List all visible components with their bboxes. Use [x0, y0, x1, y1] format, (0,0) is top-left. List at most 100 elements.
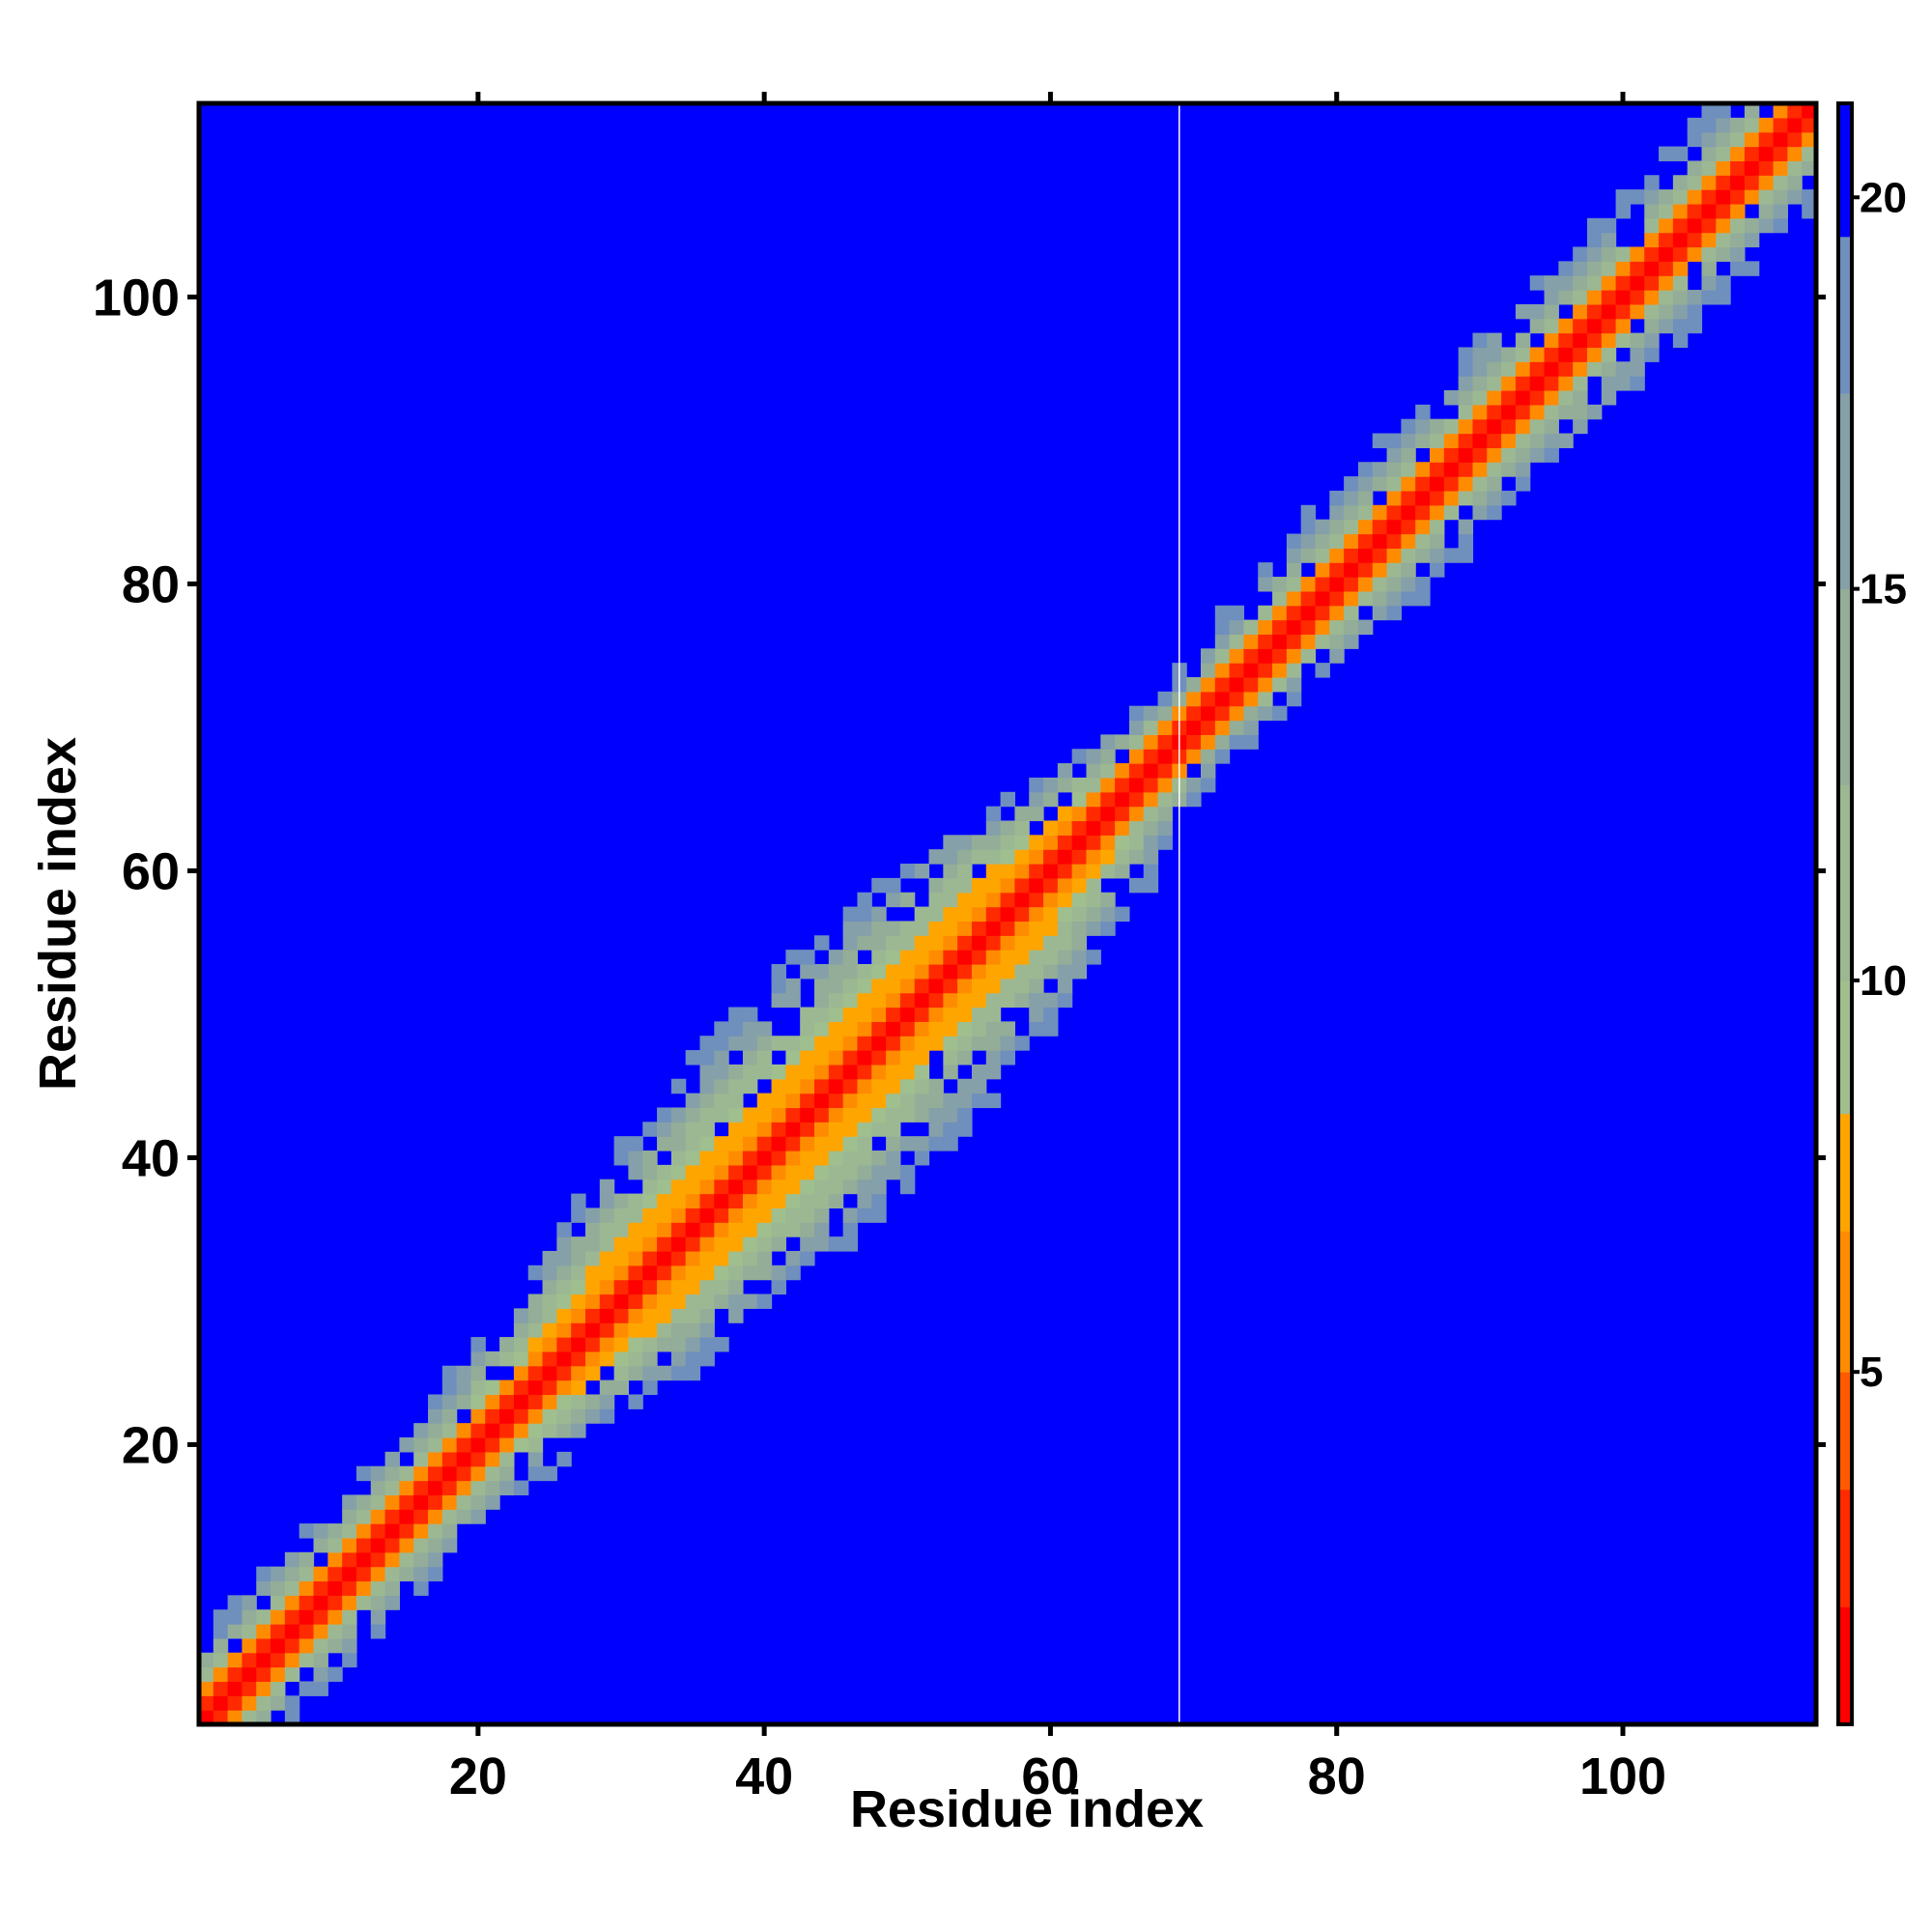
heatmap-cell [914, 921, 930, 936]
heatmap-cell [943, 892, 958, 908]
heatmap-cell [384, 1523, 400, 1539]
heatmap-cell [1529, 376, 1546, 391]
heatmap-cell [1716, 232, 1731, 248]
heatmap-cell [1558, 361, 1574, 377]
heatmap-cell [670, 1293, 687, 1309]
heatmap-cell [342, 1624, 357, 1639]
heatmap-cell [1529, 303, 1546, 320]
heatmap-cell [1000, 921, 1015, 936]
heatmap-cell [571, 1337, 586, 1352]
heatmap-cell [800, 1021, 815, 1037]
heatmap-cell [1057, 777, 1073, 793]
heatmap-cell [699, 1036, 715, 1051]
heatmap-cell [1043, 906, 1059, 923]
heatmap-cell [943, 935, 958, 951]
heatmap-cell [1586, 332, 1603, 349]
heatmap-cell [1229, 734, 1245, 750]
heatmap-cell [1601, 318, 1617, 334]
heatmap-cell [742, 1021, 758, 1037]
heatmap-cell [657, 1279, 672, 1295]
heatmap-cell [242, 1652, 257, 1668]
heatmap-cell [1115, 906, 1130, 923]
heatmap-cell [1501, 404, 1517, 420]
heatmap-cell [1329, 562, 1345, 578]
heatmap-cell [857, 1050, 872, 1065]
heatmap-cell [1529, 389, 1546, 406]
heatmap-cell [242, 1624, 257, 1639]
heatmap-cell [943, 978, 958, 994]
heatmap-cell [284, 1624, 300, 1639]
heatmap-cell [1357, 548, 1374, 563]
heatmap-cell [871, 1107, 887, 1122]
heatmap-cell [914, 1007, 930, 1022]
heatmap-cell [384, 1480, 400, 1496]
heatmap-cell [699, 1136, 715, 1151]
heatmap-cell [1501, 347, 1517, 362]
heatmap-cell [613, 1308, 630, 1323]
heatmap-cell [1071, 877, 1088, 894]
heatmap-cell [1000, 864, 1015, 879]
colorbar-band [1838, 103, 1852, 238]
heatmap-cell [1272, 705, 1288, 722]
heatmap-cell [670, 1337, 687, 1352]
heatmap-cell [1687, 246, 1703, 262]
heatmap-cell [828, 1093, 844, 1109]
heatmap-cell [599, 1264, 615, 1281]
heatmap-cell [742, 1208, 758, 1223]
heatmap-cell [270, 1695, 286, 1711]
heatmap-cell [899, 963, 916, 980]
heatmap-cell [943, 1122, 958, 1137]
heatmap-cell [728, 1151, 744, 1166]
heatmap-cell [1100, 763, 1116, 779]
heatmap-cell [943, 1093, 958, 1109]
heatmap-cell [886, 1107, 901, 1122]
heatmap-cell [1300, 548, 1317, 563]
heatmap-cell [1344, 619, 1359, 636]
heatmap-cell [899, 1078, 916, 1094]
heatmap-cell [886, 921, 901, 936]
heatmap-cell [642, 1308, 658, 1323]
heatmap-cell [842, 992, 859, 1009]
colorbar-band [1838, 1113, 1852, 1232]
heatmap-cell [270, 1566, 286, 1582]
heatmap-cell [1430, 462, 1445, 477]
heatmap-cell [871, 950, 887, 965]
heatmap-cell [728, 1308, 744, 1323]
heatmap-cell [785, 1050, 801, 1065]
heatmap-cell [886, 978, 901, 994]
heatmap-cell [599, 1308, 615, 1323]
heatmap-cell [1443, 462, 1460, 477]
heatmap-cell [1644, 232, 1660, 248]
heatmap-cell [800, 1193, 815, 1209]
heatmap-cell [742, 1050, 758, 1065]
heatmap-cell [1071, 963, 1088, 980]
heatmap-cell [1558, 290, 1574, 305]
heatmap-cell [1773, 203, 1788, 219]
heatmap-cell [327, 1537, 343, 1553]
heatmap-cell [1128, 720, 1145, 735]
x-tick-label: 100 [1579, 1747, 1666, 1805]
heatmap-cell [1386, 519, 1402, 535]
heatmap-cell [298, 1652, 315, 1668]
heatmap-cell [857, 1193, 872, 1209]
heatmap-cell [728, 1179, 744, 1195]
heatmap-cell [1458, 347, 1474, 362]
heatmap-cell [342, 1537, 357, 1553]
heatmap-cell [1286, 590, 1302, 607]
heatmap-cell [542, 1350, 557, 1367]
heatmap-cell [1000, 849, 1015, 865]
heatmap-cell [571, 1293, 586, 1309]
heatmap-cell [800, 1064, 815, 1080]
heatmap-cell [1672, 261, 1689, 276]
heatmap-cell [1586, 217, 1603, 234]
heatmap-cell [714, 1093, 729, 1109]
heatmap-cell [1630, 290, 1645, 305]
heatmap-cell [1086, 864, 1101, 879]
heatmap-cell [886, 1007, 901, 1022]
heatmap-cell [699, 1350, 715, 1367]
x-tick-label: 20 [449, 1747, 507, 1805]
heatmap-cell [1644, 347, 1660, 362]
heatmap-cell [213, 1609, 229, 1625]
heatmap-cell [556, 1279, 572, 1295]
heatmap-cell [928, 1036, 944, 1051]
